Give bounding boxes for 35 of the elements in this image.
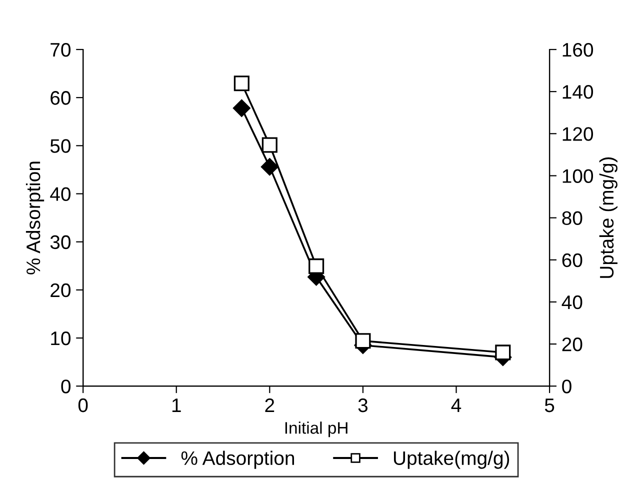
- point: [232, 99, 250, 117]
- y2-tick-label: 80: [562, 211, 582, 226]
- x-tick-label: 3: [358, 398, 368, 412]
- point: [308, 258, 324, 274]
- y2-tick-label: 140: [562, 85, 594, 99]
- point: [260, 158, 278, 176]
- y-tick-label: 10: [51, 331, 71, 346]
- y-tick-label: 50: [50, 139, 71, 153]
- x-tick-label: 5: [544, 398, 554, 412]
- y-tick-label: 70: [50, 42, 71, 57]
- y2-tick-label: 120: [562, 127, 594, 141]
- y2-tick-label: 20: [562, 337, 582, 352]
- point: [262, 137, 278, 153]
- y2-tick-label: 160: [562, 42, 594, 57]
- point: [355, 333, 371, 349]
- y-axis-title: % Adsorption: [26, 162, 44, 274]
- legend-label: Uptake(mg/g): [394, 450, 510, 469]
- y-tick-label: 0: [61, 380, 71, 394]
- x-tick-label: 1: [172, 398, 181, 412]
- y-tick-label: 60: [50, 91, 71, 105]
- y2-tick-label: 60: [562, 253, 582, 268]
- y2-tick-label: 0: [562, 380, 572, 394]
- legend-label: % Adsorption: [181, 450, 294, 469]
- y2-tick-label: 100: [562, 169, 594, 183]
- y2-tick-label: 40: [562, 295, 582, 310]
- point: [495, 344, 511, 360]
- x-tick-label: 2: [265, 398, 274, 412]
- x-tick-label: 0: [78, 398, 88, 412]
- y-tick-label: 30: [50, 235, 71, 250]
- y-tick-label: 20: [50, 283, 71, 298]
- y-tick-label: 40: [50, 187, 71, 201]
- x-tick-label: 4: [451, 398, 462, 412]
- point: [234, 76, 250, 92]
- y2-axis-title: Uptake (mg/g): [599, 157, 618, 278]
- x-axis-title: Initial pH: [285, 422, 348, 438]
